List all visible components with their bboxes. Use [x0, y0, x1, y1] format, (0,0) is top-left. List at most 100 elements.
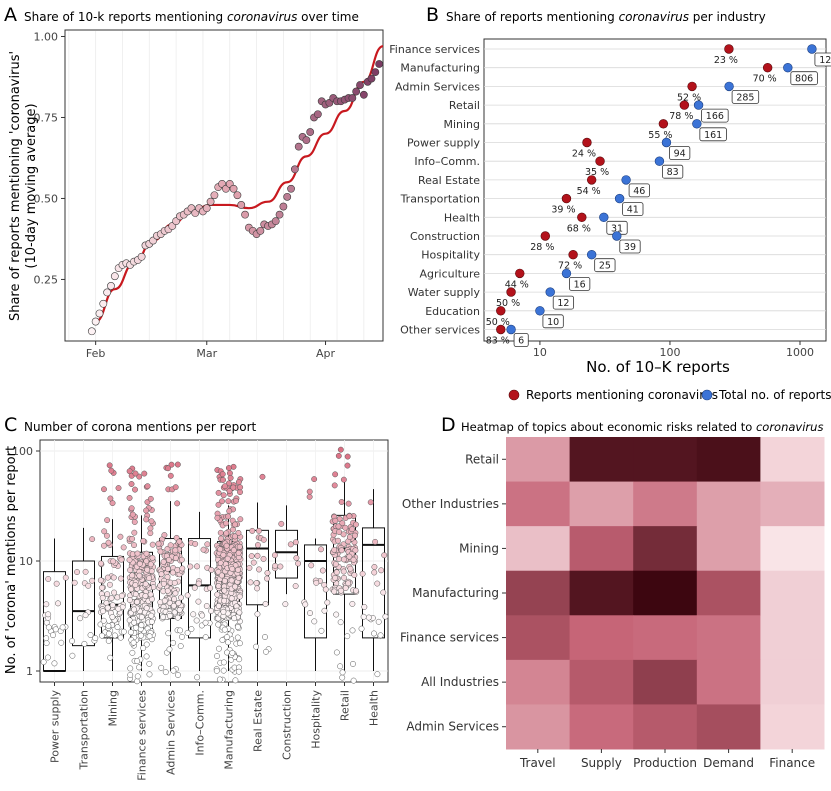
a-xtick-label: Apr: [316, 347, 336, 360]
c-point: [187, 563, 194, 570]
d-cell: [633, 659, 698, 705]
c-point: [110, 574, 117, 581]
c-point: [136, 560, 143, 567]
c-point: [235, 479, 242, 486]
panel-d: D Heatmap of topics about economic risks…: [400, 414, 825, 770]
c-point: [235, 566, 241, 573]
a-point: [229, 184, 238, 193]
c-point: [292, 583, 299, 590]
c-point: [128, 586, 135, 593]
c-point: [142, 593, 149, 599]
c-point: [335, 537, 342, 544]
c-ytick-label: 10: [19, 555, 33, 568]
c-point: [131, 529, 138, 536]
d-cell: [760, 526, 825, 572]
d-cell: [506, 615, 571, 661]
c-point: [111, 589, 118, 596]
a-point: [110, 272, 119, 281]
a-point: [367, 74, 376, 83]
c-point: [87, 632, 94, 639]
c-point: [174, 500, 181, 507]
c-point: [184, 592, 191, 599]
c-point: [374, 580, 381, 587]
d-cell: [506, 437, 571, 483]
c-point: [158, 571, 165, 578]
panel-a-letter: A: [4, 4, 17, 26]
c-point: [318, 546, 324, 553]
b-pct-label: 35 %: [585, 167, 609, 178]
c-point: [365, 614, 372, 621]
c-point: [219, 498, 225, 505]
c-point: [335, 452, 342, 459]
a-ytick-label: 0.25: [34, 273, 59, 286]
b-category-label: Retail: [449, 99, 480, 112]
c-point: [103, 532, 110, 539]
b-red-dot: [540, 231, 550, 241]
c-point: [311, 618, 318, 625]
c-point: [59, 624, 66, 631]
c-point: [131, 619, 138, 626]
a-point: [279, 202, 288, 211]
d-cell: [633, 704, 698, 750]
d-cell: [760, 704, 825, 750]
c-point: [306, 493, 313, 500]
c-point: [146, 575, 153, 582]
b-category-label: Power supply: [407, 137, 480, 150]
panel-b-xlabel: No. of 10–K reports: [586, 358, 730, 376]
d-cell: [569, 526, 634, 572]
b-pct-label: 78 %: [669, 111, 693, 122]
d-col-label: Finance: [769, 756, 815, 770]
c-point: [43, 601, 50, 608]
c-point: [177, 627, 184, 634]
c-point: [127, 665, 134, 672]
c-point: [166, 612, 173, 619]
c-point: [237, 516, 244, 523]
c-xtick-label: Real Estate: [252, 690, 265, 752]
c-point: [82, 612, 89, 619]
c-point: [176, 606, 183, 613]
c-point: [97, 577, 104, 584]
b-red-dot: [506, 287, 516, 297]
c-point: [346, 513, 353, 520]
c-xtick-label: Health: [368, 690, 381, 726]
c-point: [287, 541, 294, 548]
b-pct-label: 44 %: [505, 279, 529, 290]
b-blue-dot: [693, 100, 704, 110]
c-point: [100, 542, 107, 549]
c-point: [178, 594, 184, 601]
b-count-label: 16: [574, 279, 586, 290]
a-point: [275, 210, 284, 219]
c-point: [230, 547, 237, 554]
c-point: [143, 605, 150, 612]
b-count-label: 31: [611, 223, 623, 234]
a-point: [99, 299, 108, 308]
c-point: [282, 601, 289, 608]
c-point: [129, 511, 136, 518]
c-point: [231, 615, 238, 622]
d-cell: [569, 615, 634, 661]
b-pct-label: 54 %: [577, 186, 601, 197]
c-point: [278, 520, 285, 527]
c-point: [171, 579, 178, 586]
b-red-dot: [496, 306, 506, 316]
b-count-box: [552, 295, 575, 310]
c-point: [127, 567, 134, 574]
c-point: [232, 533, 238, 540]
c-point: [332, 517, 339, 524]
b-red-dot: [687, 81, 697, 92]
c-point: [342, 585, 349, 591]
c-point: [50, 632, 56, 639]
b-blue-dot: [783, 62, 793, 73]
a-point: [283, 192, 292, 201]
a-point: [348, 94, 357, 102]
a-point: [87, 327, 96, 336]
c-point: [331, 588, 338, 595]
c-point: [332, 574, 339, 581]
d-cell: [569, 570, 634, 616]
c-point: [351, 572, 358, 579]
c-point: [89, 577, 96, 584]
c-point: [246, 564, 253, 571]
c-point: [350, 677, 357, 684]
b-pct-label: 70 %: [753, 74, 777, 85]
b-xtick-label: 10: [533, 346, 547, 359]
